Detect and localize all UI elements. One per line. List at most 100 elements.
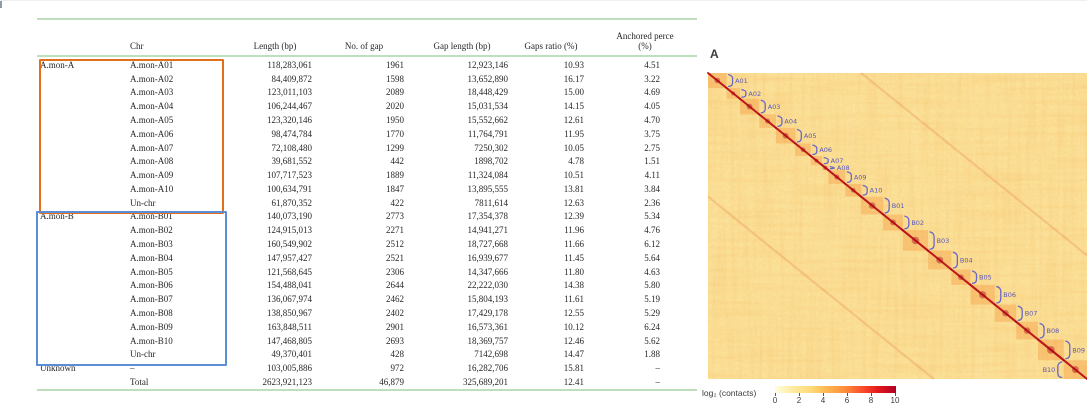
cell-anchored: 4.76 <box>644 225 660 236</box>
cell-chr: A.mon-B09 <box>130 321 173 332</box>
chromosome-diagonal <box>725 87 741 100</box>
chromosome-label: B09 <box>1072 346 1085 354</box>
cell-anchored: 2.75 <box>644 142 660 153</box>
chromosome-bracket <box>796 128 802 143</box>
cell-gaps_ratio: 15.81 <box>563 363 584 374</box>
cell-gaps_ratio: 14.47 <box>563 349 584 360</box>
cell-gap_length: 13,652,890 <box>467 73 509 84</box>
chromosome-diagonal-blocks <box>707 72 1087 380</box>
table-row: A.mon-B05 121,568,645 2306 14,347,666 11.80 4… <box>38 265 700 279</box>
chromosome-label: B06 <box>1003 291 1016 299</box>
colorbar-tick-value: 10 <box>890 396 900 405</box>
cell-gap_length: 22,222,030 <box>467 280 509 291</box>
table-row: A.mon-B08 138,850,967 2402 17,429,178 12.55 5… <box>38 306 700 320</box>
cell-anchored: 5.29 <box>644 307 660 318</box>
table-row: A.mon-B07 136,067,974 2462 15,804,193 11.61 5… <box>38 292 700 306</box>
table-row: A.mon-A02 84,409,872 1598 13,652,890 16.17 3.… <box>38 72 700 86</box>
cell-length: 154,488,041 <box>267 280 312 291</box>
cell-anchored: – <box>655 376 661 387</box>
header-gaps-ratio: Gaps ratio (%) <box>524 41 578 51</box>
cell-anchored: 5.64 <box>644 252 660 263</box>
colorbar-tick-value: 0 <box>772 396 778 405</box>
cell-gaps: 2271 <box>386 225 404 236</box>
centromere-blob <box>714 77 721 84</box>
cell-gaps: 2512 <box>386 239 404 250</box>
cell-length: 140,073,190 <box>267 211 312 222</box>
chromosome-label: A02 <box>748 90 761 98</box>
cell-gaps: 1598 <box>386 73 404 84</box>
chromosome-bracket <box>996 285 1002 304</box>
chromosome-diagonal <box>738 97 761 116</box>
cell-gap_length: 16,282,706 <box>467 363 509 374</box>
cell-gap_length: 16,573,361 <box>467 321 509 332</box>
cell-anchored: 4.63 <box>644 266 660 277</box>
cell-gap_length: 7811,614 <box>474 197 508 208</box>
cell-gaps_ratio: 12.55 <box>563 307 584 318</box>
cell-gap_length: 11,764,791 <box>467 128 508 139</box>
chromosome-bracket <box>862 184 868 196</box>
centromere-blob <box>958 274 964 281</box>
chromosome-diagonal <box>1015 320 1040 341</box>
chromosome-label: B02 <box>911 219 924 227</box>
cell-gaps: 1299 <box>386 142 404 153</box>
table-row: A.mon-B06 154,488,041 2644 22,222,030 14.38 5… <box>38 279 700 293</box>
chromosome-bracket <box>971 270 978 285</box>
cell-anchored: 5.34 <box>644 211 660 222</box>
centromere-blob <box>800 147 806 153</box>
chromosome-label: A04 <box>784 118 797 126</box>
cell-gaps: 2773 <box>386 211 404 222</box>
chromosome-bracket <box>846 171 852 184</box>
cell-gap_length: 13,895,555 <box>467 183 509 194</box>
header-gap-length: Gap length (bp) <box>433 41 491 51</box>
cell-gaps: 2901 <box>386 321 404 332</box>
table-row: A.mon-A08 39,681,552 442 1898,702 4.78 1.51 <box>38 154 700 168</box>
centromere-blob <box>868 202 876 209</box>
cell-gaps_ratio: 11.96 <box>564 225 584 236</box>
cell-gaps: 1889 <box>386 170 404 181</box>
chromosome-label: B08 <box>1047 327 1060 335</box>
cell-chr: A.mon-A10 <box>130 183 174 194</box>
cell-chr: A.mon-A04 <box>130 101 174 112</box>
table-row: Unknown – 103,005,886 972 16,282,706 15.81 – <box>38 361 700 375</box>
cell-gaps_ratio: 12.63 <box>563 197 584 208</box>
cell-chr: A.mon-B05 <box>130 266 173 277</box>
colorbar-tick-value: 6 <box>844 396 850 405</box>
colorbar-tick-mark <box>871 393 872 396</box>
chromosome-diagonal <box>993 303 1018 323</box>
cell-chr: – <box>130 363 135 374</box>
centromere-blob <box>782 132 789 139</box>
cell-gaps: 1950 <box>386 115 404 126</box>
cell-gaps_ratio: 15.00 <box>563 87 584 98</box>
chromosome-diagonal <box>1062 359 1087 380</box>
cell-anchored: 6.12 <box>644 239 660 250</box>
centromere-blob <box>1071 366 1079 374</box>
cell-gaps: 1847 <box>386 183 404 194</box>
cell-anchored: – <box>655 363 661 374</box>
table-row: A.mon-B10 147,468,805 2693 18,369,757 12.46 5… <box>38 334 700 348</box>
table-row: A.mon-A10 100,634,791 1847 13,895,555 13.81 3… <box>38 182 700 196</box>
page-corner-mark <box>0 1 2 8</box>
cell-gap_length: 15,804,193 <box>467 294 509 305</box>
centromere-blob <box>823 165 828 170</box>
table-row: A.mon-B09 163,848,511 2901 16,573,361 10.12 6… <box>38 320 700 334</box>
cell-gaps: 442 <box>390 156 405 167</box>
cell-gaps: 2306 <box>386 266 404 277</box>
chromosome-bracket <box>1017 305 1023 321</box>
header-chr: Chr <box>130 41 144 51</box>
chromosome-diagonal <box>774 126 797 145</box>
header-no-of-gap: No. of gap <box>344 41 384 51</box>
cell-chr: A.mon-A02 <box>130 73 174 84</box>
cell-gaps_ratio: 12.41 <box>563 376 584 387</box>
cell-chr: A.mon-B02 <box>130 225 173 236</box>
cell-gaps_ratio: 10.12 <box>563 321 584 332</box>
cell-anchored: 4.51 <box>644 59 660 70</box>
cell-anchored: 4.11 <box>644 170 660 181</box>
cell-gap_length: 18,369,757 <box>467 335 509 346</box>
cell-gaps_ratio: 13.81 <box>563 183 584 194</box>
cell-anchored: 4.70 <box>644 115 660 126</box>
cell-gaps: 2462 <box>386 294 404 305</box>
cell-anchored: 1.88 <box>644 349 660 360</box>
cell-gaps: 2089 <box>386 87 404 98</box>
